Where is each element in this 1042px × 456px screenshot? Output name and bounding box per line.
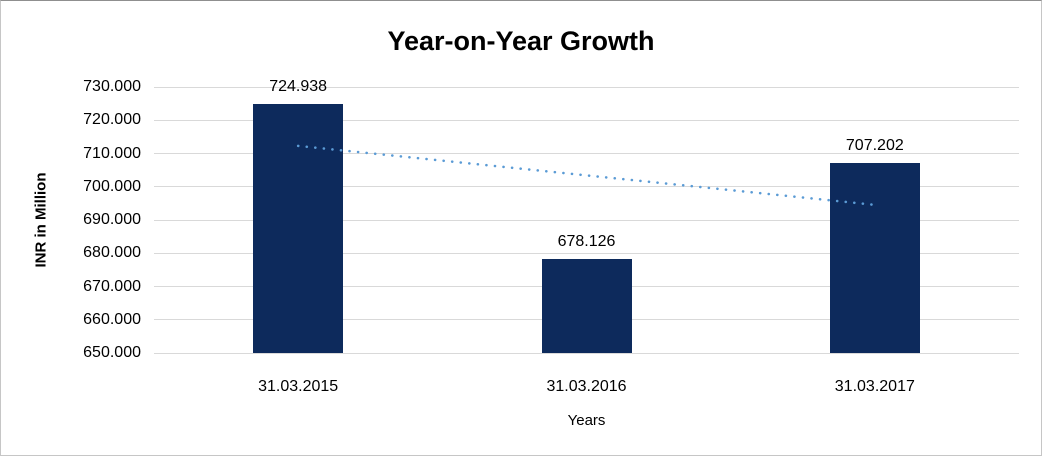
bar-value-label: 707.202	[845, 136, 904, 154]
bar-31.03.2017	[829, 162, 920, 353]
y-tick-label: 660.000	[83, 310, 141, 328]
x-tick-label: 31.03.2016	[546, 378, 627, 395]
y-tick-label: 700.000	[83, 177, 141, 195]
y-tick-label: 680.000	[83, 244, 141, 262]
y-tick-label: 730.000	[83, 78, 141, 95]
x-tick-label: 31.03.2017	[834, 378, 915, 395]
x-axis-tick-labels: 31.03.2015 31.03.2016 31.03.2017	[154, 377, 1019, 397]
y-tick-label: 720.000	[83, 111, 141, 129]
gridline	[154, 219, 1019, 221]
x-tick-label: 31.03.2015	[258, 378, 339, 395]
gridline	[154, 252, 1019, 254]
bar-31.03.2015	[253, 103, 344, 353]
y-axis-tick-labels: 730.000 720.000 710.000 700.000 690.000 680.0…	[1, 78, 141, 361]
chart-title: Year-on-Year Growth	[387, 26, 655, 56]
y-tick-label: 710.000	[83, 144, 141, 162]
plot-area: 724.938 678.126 707.202	[154, 78, 1019, 354]
gridline	[154, 86, 1019, 88]
bar-31.03.2016	[541, 259, 632, 353]
y-tick-label: 650.000	[83, 344, 141, 361]
y-tick-label: 670.000	[83, 277, 141, 295]
x-axis-title: Years	[567, 412, 606, 429]
bar-value-label: 678.126	[557, 233, 616, 251]
bar-value-label: 724.938	[269, 77, 328, 95]
gridline	[154, 352, 1019, 354]
gridline	[154, 119, 1019, 121]
y-tick-label: 690.000	[83, 211, 141, 228]
